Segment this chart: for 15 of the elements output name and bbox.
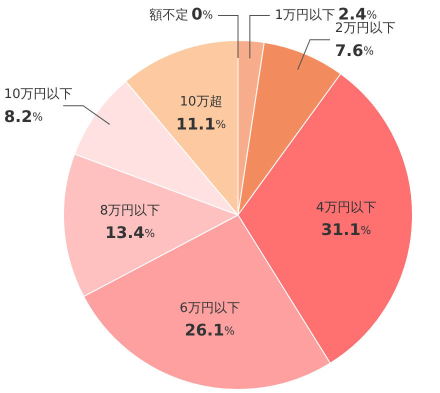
slice-label: 6万円以下 bbox=[180, 300, 240, 316]
data-label: 11.1% bbox=[176, 114, 226, 134]
slice-label: 4万円以下 bbox=[316, 200, 376, 216]
data-label: 7.6% bbox=[335, 40, 374, 60]
slice-label: 10万超 bbox=[180, 94, 222, 110]
slice-label: 8万円以下 bbox=[100, 203, 160, 218]
slice-label: 10万円以下 bbox=[4, 87, 73, 102]
data-label: 13.4% bbox=[105, 223, 155, 242]
category-label: 額不定 bbox=[149, 8, 188, 23]
data-label: 26.1% bbox=[184, 320, 235, 340]
data-label: 31.1% bbox=[321, 220, 372, 240]
text: 0% bbox=[191, 4, 213, 24]
slice-label: 2万円以下 bbox=[335, 21, 396, 36]
data-label: 8.2% bbox=[4, 106, 43, 126]
slice-label: 1万円以下 bbox=[274, 8, 336, 23]
